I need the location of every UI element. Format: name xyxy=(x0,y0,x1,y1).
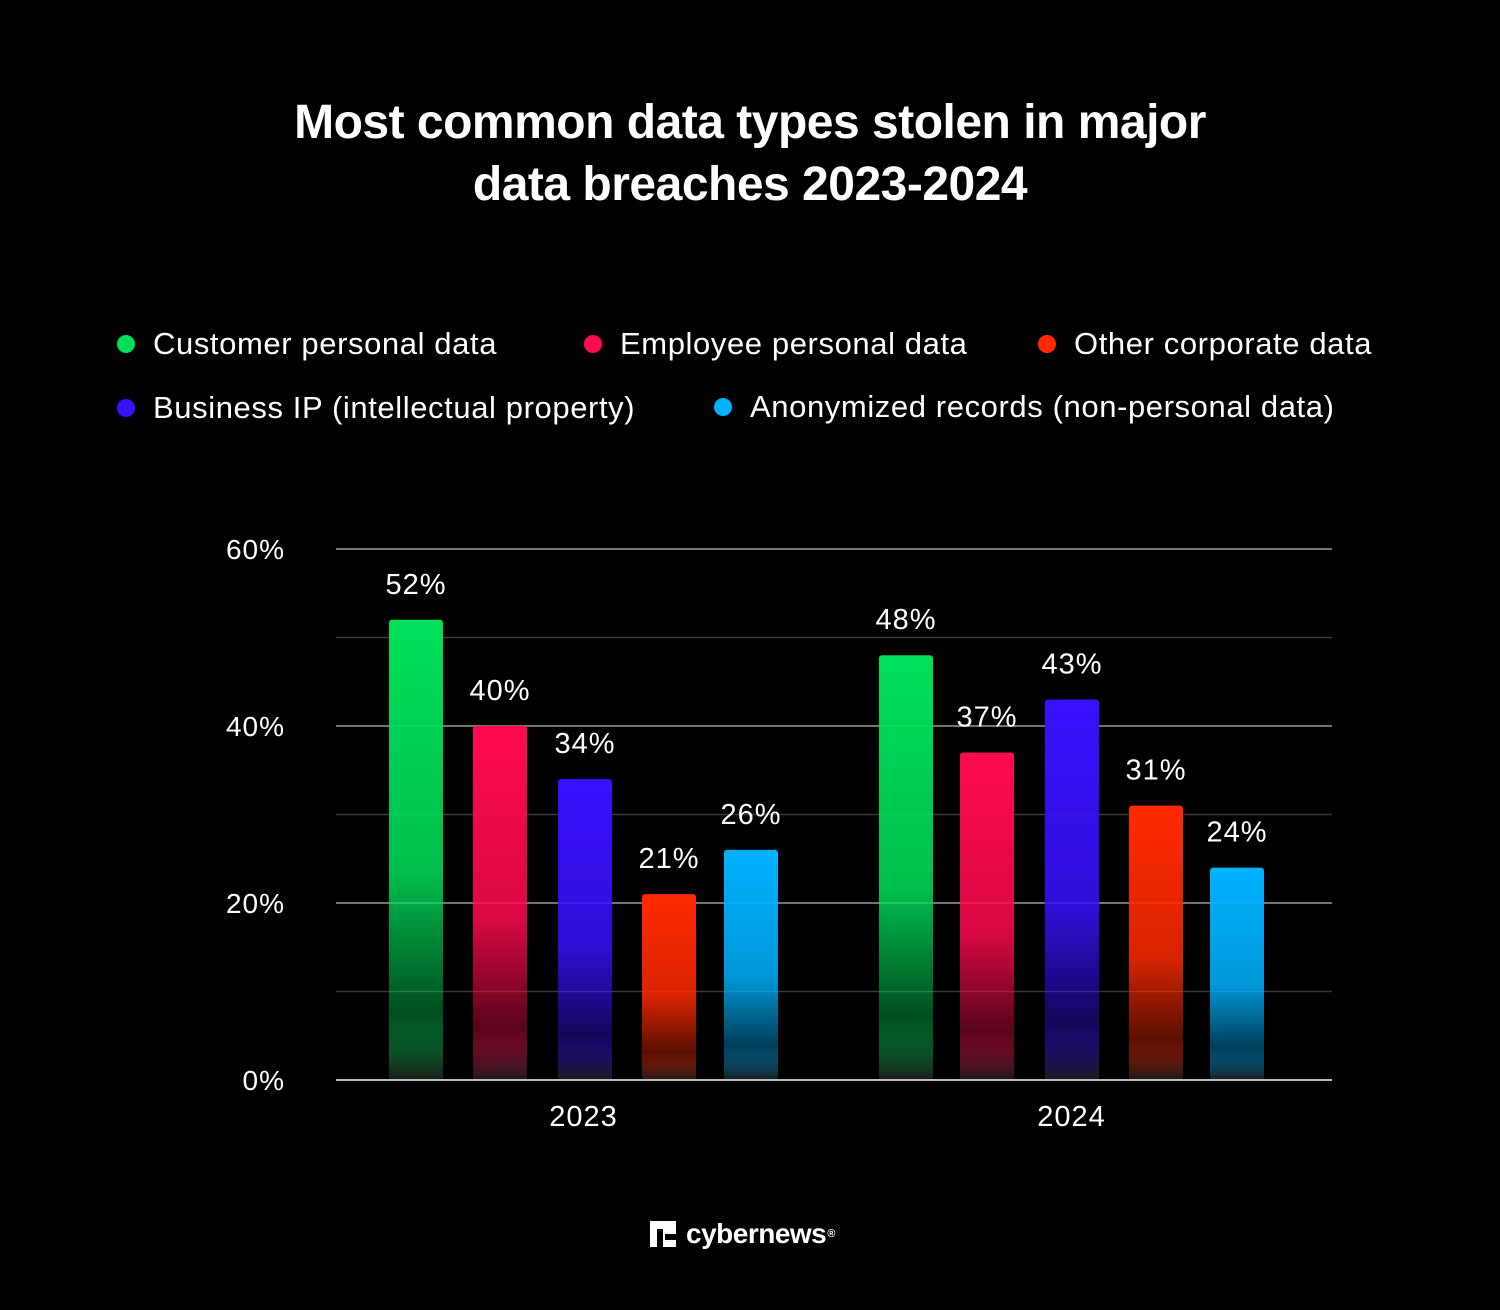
y-tick-label: 60% xyxy=(226,534,285,565)
bar xyxy=(960,752,1014,1080)
y-tick-label: 0% xyxy=(243,1065,285,1096)
chart-title-line-2: data breaches 2023-2024 xyxy=(472,158,1028,211)
data-label: 26% xyxy=(720,799,781,831)
data-label: 48% xyxy=(875,604,936,636)
bar xyxy=(724,849,778,1080)
y-tick-label: 40% xyxy=(226,711,285,742)
bar xyxy=(389,619,443,1080)
legend-item-business-ip: Business IP (intellectual property) xyxy=(117,390,635,426)
x-tick-label: 2024 xyxy=(1037,1101,1106,1133)
data-label: 37% xyxy=(956,702,1017,734)
legend-dot-icon xyxy=(714,398,732,416)
bar xyxy=(879,655,933,1080)
bar xyxy=(1045,699,1099,1080)
data-label: 52% xyxy=(385,569,446,601)
data-label: 31% xyxy=(1125,755,1186,787)
legend-dot-icon xyxy=(117,335,135,353)
legend-label: Employee personal data xyxy=(620,326,968,361)
bar xyxy=(558,779,612,1080)
data-label: 34% xyxy=(554,728,615,760)
data-label: 40% xyxy=(469,675,530,707)
legend-item-customer-personal-data: Customer personal data xyxy=(117,326,497,362)
data-label: 21% xyxy=(638,843,699,875)
chart-title-line-1: Most common data types stolen in major xyxy=(294,96,1206,149)
bar xyxy=(642,894,696,1080)
cybernews-logo-icon xyxy=(650,1221,676,1247)
legend-item-other-corporate-data: Other corporate data xyxy=(1038,326,1372,362)
legend-label: Other corporate data xyxy=(1074,326,1373,361)
x-tick-label: 2023 xyxy=(549,1101,618,1133)
legend-dot-icon xyxy=(117,399,135,417)
bar xyxy=(1210,867,1264,1080)
legend-dot-icon xyxy=(1038,335,1056,353)
cybernews-logo: cybernews ® xyxy=(650,1218,835,1250)
legend-label: Anonymized records (non-personal data) xyxy=(750,389,1335,424)
legend-label: Business IP (intellectual property) xyxy=(153,390,636,425)
bar xyxy=(473,726,527,1080)
bar xyxy=(1129,805,1183,1080)
data-label: 43% xyxy=(1041,648,1102,680)
legend-label: Customer personal data xyxy=(153,326,498,361)
legend-dot-icon xyxy=(584,335,602,353)
registered-mark: ® xyxy=(827,1228,836,1240)
legend-item-anonymized-records: Anonymized records (non-personal data) xyxy=(714,389,1335,425)
chart-title: Most common data types stolen in major d… xyxy=(0,92,1500,216)
data-label: 24% xyxy=(1206,817,1267,849)
legend-item-employee-personal-data: Employee personal data xyxy=(584,326,968,362)
y-tick-label: 20% xyxy=(226,888,285,919)
logo-text: cybernews xyxy=(686,1218,827,1249)
